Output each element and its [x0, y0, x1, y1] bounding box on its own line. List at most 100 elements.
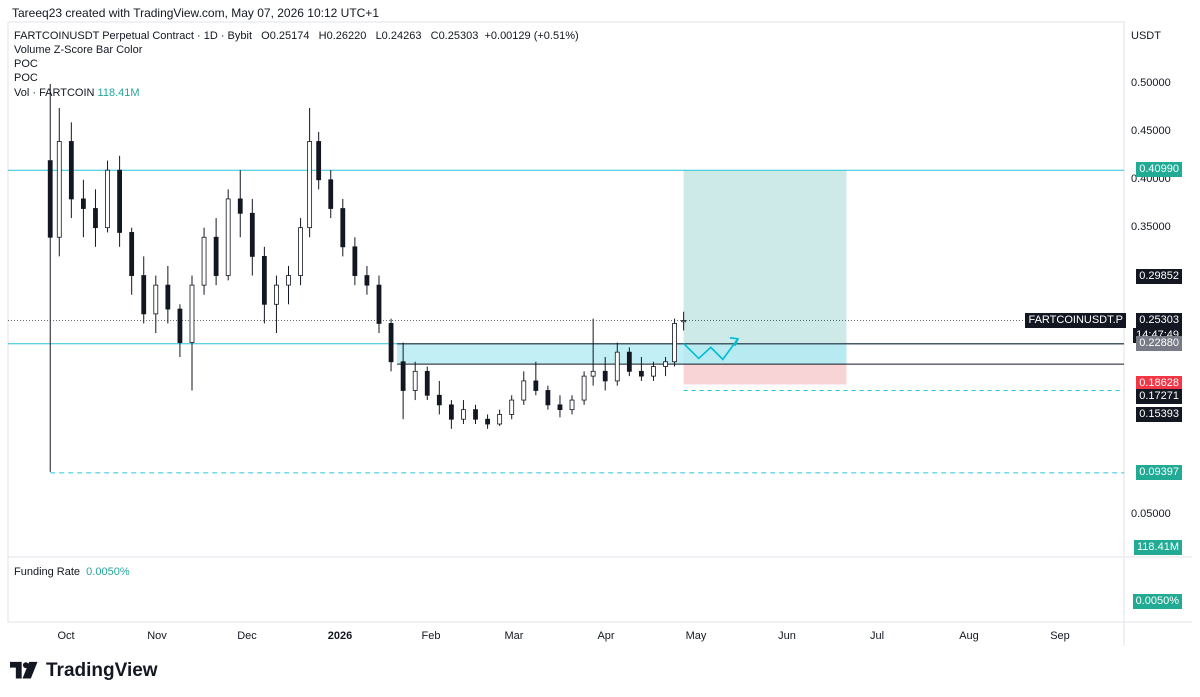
- price-tick: 0.35000: [1131, 220, 1171, 233]
- candle-body: [681, 320, 687, 323]
- candle-body: [364, 275, 370, 286]
- symbol-name: FARTCOINUSDT Perpetual Contract · 1D · B…: [14, 30, 252, 42]
- chart-frame: [7, 21, 1125, 623]
- indicator-poc-1[interactable]: POC: [14, 58, 38, 70]
- candle-body: [93, 208, 98, 229]
- candle-body: [286, 275, 291, 286]
- funding-value: 0.0050%: [86, 566, 130, 578]
- candle-body: [189, 284, 195, 343]
- funding-label: Funding Rate: [14, 566, 81, 578]
- price-tick: 0.45000: [1131, 124, 1171, 137]
- candle-body: [261, 255, 267, 305]
- candle-body: [47, 160, 53, 238]
- projected-path: [683, 338, 739, 361]
- symbol-price-tag: FARTCOINUSDT.P: [1025, 312, 1126, 328]
- time-tick: May: [685, 630, 707, 642]
- candle-body: [590, 370, 596, 377]
- time-tick: Sep: [1050, 630, 1070, 642]
- currency-label[interactable]: USDT: [1131, 30, 1161, 42]
- target-price-label: 0.40990: [1136, 162, 1182, 178]
- candle-body: [663, 361, 668, 367]
- candle-body: [448, 404, 454, 420]
- entry-price-label: 0.22880: [1136, 335, 1182, 351]
- candle-body: [225, 198, 231, 276]
- change-value: +0.00129 (+0.51%): [484, 30, 579, 42]
- volume-value: 118.41M: [97, 87, 140, 99]
- candle-body: [249, 212, 255, 257]
- support-zone: [397, 343, 847, 365]
- volume-label: Vol · FARTCOIN: [14, 87, 95, 99]
- stop-zone: [683, 364, 847, 385]
- tradingview-logo[interactable]: TradingView: [10, 660, 158, 682]
- volume-axis-label: 118.41M: [1134, 540, 1182, 555]
- candle-body: [651, 366, 656, 377]
- candle-body: [412, 370, 418, 391]
- candle-body: [129, 232, 135, 276]
- candle-body: [497, 414, 503, 425]
- candle-body: [602, 370, 608, 382]
- candle-body: [672, 323, 677, 363]
- time-tick: Apr: [597, 630, 615, 642]
- target-zone: [683, 170, 847, 365]
- time-tick: Dec: [237, 630, 257, 642]
- candle-body: [307, 141, 313, 229]
- candle-body: [509, 399, 515, 415]
- symbol-legend[interactable]: FARTCOINUSDT Perpetual Contract · 1D · B…: [14, 30, 579, 42]
- last-price-label: 0.25303: [1136, 312, 1182, 328]
- time-tick: Jun: [778, 630, 796, 642]
- chart-attribution: Tareeq23 created with TradingView.com, M…: [12, 6, 379, 20]
- time-tick: Jul: [869, 630, 885, 642]
- high-value: H0.26220: [318, 30, 367, 42]
- candle-body: [153, 284, 159, 315]
- candle-body: [424, 370, 430, 396]
- candle-body: [352, 246, 358, 276]
- funding-axis-label: 0.0050%: [1132, 594, 1182, 609]
- candle-body: [581, 375, 587, 401]
- candle-body: [117, 169, 122, 233]
- candle-body: [237, 198, 243, 214]
- funding-rate-legend[interactable]: Funding Rate 0.0050%: [14, 566, 130, 578]
- candle-body: [521, 380, 527, 401]
- price-tick: 0.50000: [1131, 77, 1171, 89]
- time-tick: Feb: [421, 630, 441, 642]
- level-label: 0.15393: [1136, 407, 1182, 423]
- candle-body: [274, 284, 279, 305]
- tradingview-logo-icon: [10, 661, 38, 679]
- time-tick: Aug: [959, 630, 979, 642]
- candle-body: [545, 390, 551, 406]
- low-value: L0.24263: [375, 30, 422, 42]
- candle-body: [165, 284, 171, 310]
- candle-body: [340, 208, 346, 248]
- candle-body: [485, 418, 490, 425]
- candle-body: [461, 409, 466, 420]
- candle-body: [436, 394, 442, 406]
- level-label: 0.17271: [1136, 389, 1182, 405]
- candle-body: [56, 141, 62, 238]
- candle-body: [557, 404, 563, 411]
- indicator-poc-2[interactable]: POC: [14, 72, 38, 84]
- candle-body: [569, 399, 575, 411]
- time-tick: Mar: [504, 630, 524, 642]
- candle-body: [533, 380, 539, 391]
- low-level-label: 0.09397: [1136, 464, 1182, 480]
- indicator-volume[interactable]: Vol · FARTCOIN 118.41M: [14, 87, 140, 99]
- candle-body: [201, 236, 207, 286]
- candle-body: [388, 323, 394, 363]
- time-tick: Nov: [147, 630, 167, 642]
- price-tick: 0.05000: [1131, 508, 1171, 520]
- candle-body: [298, 227, 303, 276]
- candle-body: [639, 370, 644, 377]
- candle-body: [626, 351, 632, 372]
- indicator-volume-zscore[interactable]: Volume Z-Score Bar Color: [14, 44, 143, 56]
- candle-body: [376, 284, 382, 324]
- candle-body: [141, 275, 147, 315]
- candle-body: [316, 141, 322, 181]
- brand-name: TradingView: [46, 660, 158, 681]
- candle-body: [177, 308, 183, 344]
- time-tick-year: 2026: [327, 630, 353, 642]
- candle-body: [68, 141, 74, 200]
- open-value: O0.25174: [261, 30, 310, 42]
- candle-body: [105, 169, 110, 229]
- time-tick: Oct: [57, 630, 75, 642]
